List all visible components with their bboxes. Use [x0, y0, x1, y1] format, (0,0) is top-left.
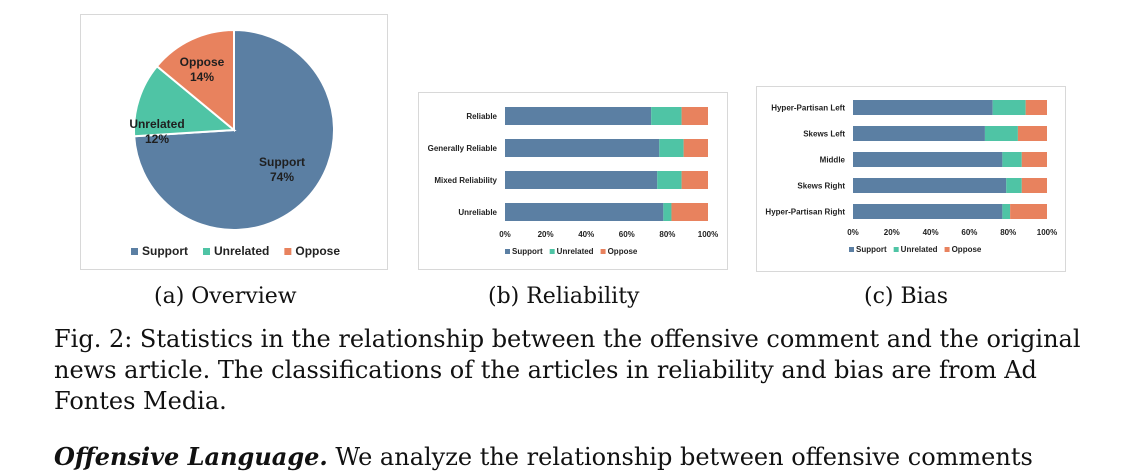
legend-label: Support [142, 244, 188, 258]
pie-label-value: 12% [145, 132, 169, 146]
bar-segment-unrelated [1002, 204, 1011, 219]
bar-segment-oppose [681, 107, 708, 125]
legend-label: Support [512, 247, 543, 256]
x-tick-label: 60% [619, 230, 635, 239]
bar-segment-oppose [681, 171, 708, 189]
x-tick-label: 60% [961, 228, 977, 237]
x-tick-label: 80% [1000, 228, 1016, 237]
subcaption-overview: (a) Overview [154, 284, 297, 309]
bar-segment-unrelated [1006, 178, 1022, 193]
pie-slice-oppose [155, 28, 235, 133]
panel-reliability: Reliable Generally Reliable Mixed Reliabil… [418, 92, 728, 270]
body-text-line: Offensive Language. We analyze the relat… [54, 442, 1114, 471]
category-label: Reliable [466, 112, 497, 121]
category-label: Mixed Reliability [434, 176, 497, 185]
subcaption-reliability: (b) Reliability [488, 284, 640, 309]
legend-swatch [600, 249, 606, 254]
legend-label: Oppose [952, 245, 982, 254]
panel-bias: Hyper-Partisan Left Skews Left Middle Skews… [756, 86, 1066, 272]
bar-segment-support [505, 139, 660, 157]
category-label: Skews Right [797, 182, 845, 191]
x-tick-label: 20% [884, 228, 900, 237]
bar-segment-oppose [1021, 152, 1047, 167]
category-label: Hyper-Partisan Left [771, 104, 845, 113]
legend-label: Support [856, 245, 887, 254]
pie-label-name: Unrelated [129, 117, 184, 131]
reliability-chart: Reliable Generally Reliable Mixed Reliabil… [428, 107, 718, 256]
bar-segment-unrelated [651, 107, 682, 125]
legend-swatch [505, 249, 510, 254]
bar-segment-oppose [671, 203, 708, 221]
x-tick-label: 80% [659, 230, 675, 239]
bar-segment-support [853, 152, 1003, 167]
bar-segment-unrelated [1002, 152, 1022, 167]
category-label: Middle [820, 156, 846, 165]
x-tick-label: 100% [698, 230, 718, 239]
legend-label: Unrelated [214, 244, 269, 258]
x-tick-label: 40% [923, 228, 939, 237]
subcaption-bias: (c) Bias [864, 284, 949, 309]
bias-chart: Hyper-Partisan Left Skews Left Middle Skews… [765, 100, 1057, 254]
legend-label: Oppose [295, 244, 340, 258]
bar-segment-oppose [683, 139, 708, 157]
bar-segment-oppose [1017, 126, 1047, 141]
figure-caption: Fig. 2: Statistics in the relationship b… [54, 325, 1081, 415]
bar-segment-unrelated [984, 126, 1018, 141]
x-tick-label: 100% [1037, 228, 1057, 237]
bar-segment-support [505, 171, 658, 189]
legend-swatch [944, 247, 950, 252]
x-tick-label: 20% [538, 230, 554, 239]
legend-label: Unrelated [901, 245, 938, 254]
category-label: Hyper-Partisan Right [765, 208, 845, 217]
bar-segment-oppose [1010, 204, 1047, 219]
legend-label: Unrelated [557, 247, 594, 256]
bar-segment-oppose [1025, 100, 1047, 115]
legend-label: Oppose [608, 247, 638, 256]
legend-swatch [203, 248, 210, 255]
bar-segment-support [853, 100, 993, 115]
body-rest: We analyze the relationship between offe… [327, 443, 1033, 471]
pie-label-name: Support [259, 155, 305, 169]
bar-segment-support [505, 203, 664, 221]
legend-swatch [849, 247, 854, 252]
legend-swatch [284, 248, 292, 255]
pie-label-name: Oppose [180, 55, 225, 69]
bar-segment-oppose [1021, 178, 1047, 193]
legend-swatch [131, 248, 138, 255]
bar-segment-unrelated [663, 203, 672, 221]
category-label: Generally Reliable [428, 144, 498, 153]
legend-swatch [893, 247, 899, 252]
bar-segment-unrelated [657, 171, 682, 189]
panel-overview: Support 74% Unrelated 12% Oppose 14% Support Un… [80, 14, 388, 270]
pie-slice-unrelated [133, 64, 237, 138]
category-label: Unreliable [458, 208, 497, 217]
body-lead: Offensive Language. [54, 442, 328, 471]
bar-segment-unrelated [992, 100, 1026, 115]
bar-segment-support [505, 107, 652, 125]
pie-label-value: 14% [190, 70, 214, 84]
bar-segment-unrelated [659, 139, 684, 157]
bar-segment-support [853, 204, 1003, 219]
x-tick-label: 40% [578, 230, 594, 239]
legend-swatch [549, 249, 555, 254]
pie-label-value: 74% [270, 170, 294, 184]
x-tick-label: 0% [847, 228, 859, 237]
bar-segment-support [853, 126, 985, 141]
x-tick-label: 0% [499, 230, 511, 239]
bar-segment-support [853, 178, 1007, 193]
category-label: Skews Left [803, 130, 845, 139]
